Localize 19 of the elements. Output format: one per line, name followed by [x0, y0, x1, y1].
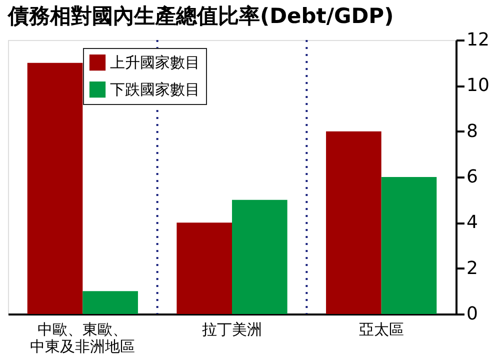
- y-tick-label: 4: [466, 212, 478, 234]
- bar: [232, 200, 288, 314]
- x-tick-label: 亞太區: [358, 320, 404, 338]
- y-tick-label: 2: [466, 258, 478, 279]
- y-tick-label: 6: [466, 166, 478, 188]
- bar: [381, 177, 437, 314]
- bar: [27, 62, 83, 314]
- y-tick-label: 10: [466, 75, 490, 96]
- x-tick-label: 中歐、東歐、中東及非洲地區: [30, 320, 136, 356]
- chart-title: 債務相對國內生產總值比率(Debt/GDP): [7, 4, 394, 28]
- y-tick-label: 12: [466, 30, 490, 50]
- y-tick-label: 0: [466, 304, 478, 324]
- legend-label: 下跌國家數目: [110, 80, 200, 98]
- bar: [176, 222, 232, 314]
- bar: [326, 131, 382, 314]
- x-tick-label: 拉丁美洲: [202, 320, 262, 338]
- legend-label: 上升國家數目: [110, 54, 200, 72]
- y-tick-label: 8: [466, 120, 478, 142]
- bar: [82, 291, 138, 314]
